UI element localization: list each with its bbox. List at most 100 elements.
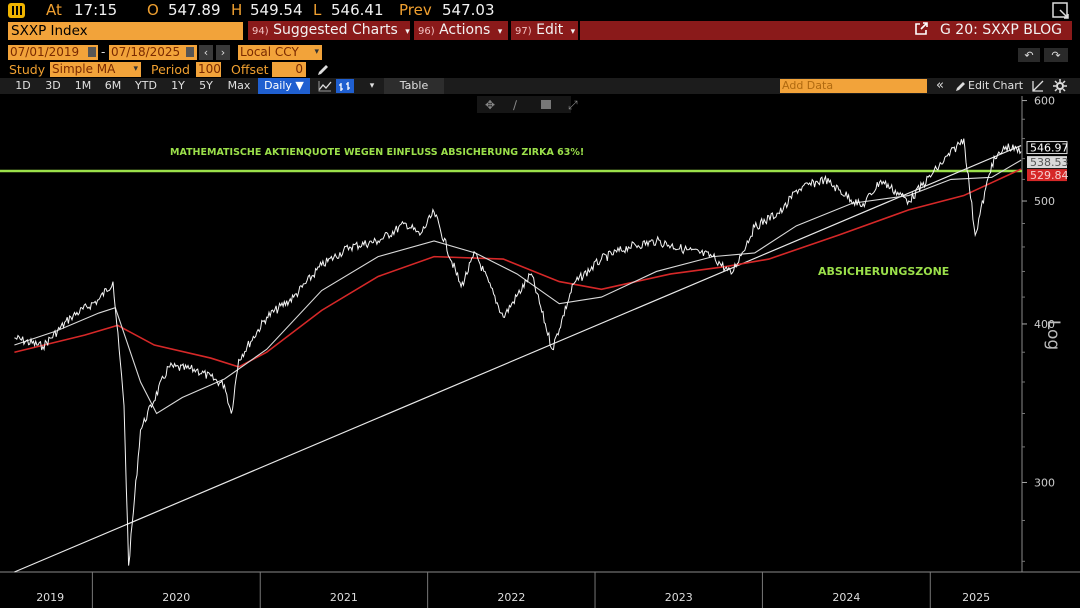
bloomberg-function-icon[interactable] xyxy=(8,3,25,18)
y-axis: 300 400 500 600 Log xyxy=(1021,95,1063,572)
x-tick-label: 2024 xyxy=(832,591,860,604)
add-data-input[interactable]: Add Data xyxy=(780,79,927,93)
ma-long-last-label: 529.84 xyxy=(1027,169,1069,182)
suggested-charts-menu[interactable]: 94) Suggested Charts ▾ xyxy=(248,21,410,40)
price-last-label-box xyxy=(1026,141,1068,155)
start-date: 07/01/2019 xyxy=(10,45,80,59)
period-3d[interactable]: 3D xyxy=(45,79,61,92)
annotate-icon[interactable] xyxy=(1032,80,1045,92)
edit-label: Edit xyxy=(536,22,564,38)
open-label: O xyxy=(147,1,159,19)
period-1y[interactable]: 1Y xyxy=(171,79,185,92)
table-button[interactable]: Table xyxy=(384,78,444,94)
x-axis: 2019 2020 2021 2022 2023 2024 2025 xyxy=(0,571,1080,608)
pencil-icon xyxy=(956,82,965,91)
x-tick-label: 2022 xyxy=(497,591,525,604)
period-max[interactable]: Max xyxy=(227,79,251,92)
prev-period-button[interactable]: ‹ xyxy=(199,45,213,60)
next-period-button[interactable]: › xyxy=(216,45,230,60)
start-date-field[interactable]: 07/01/2019 xyxy=(8,45,98,60)
threshold-annotation: MATHEMATISCHE AKTIENQUOTE WEGEN EINFLUSS… xyxy=(170,147,584,158)
edit-number: 97) xyxy=(515,26,532,37)
suggested-charts-label: Suggested Charts xyxy=(273,22,398,38)
calendar-icon[interactable] xyxy=(186,47,194,57)
blog-bar[interactable]: G 20: SXXP BLOG xyxy=(580,21,1072,40)
zone-annotation: ABSICHERUNGSZONE xyxy=(818,265,949,278)
trend-line xyxy=(14,144,1022,573)
price-line xyxy=(14,138,1022,566)
actions-number: 96) xyxy=(418,26,435,37)
collapse-left-icon[interactable]: « xyxy=(936,78,944,93)
x-tick-label: 2021 xyxy=(330,591,358,604)
end-date-field[interactable]: 07/18/2025 xyxy=(109,45,197,60)
suggested-charts-number: 94) xyxy=(252,26,269,37)
low-label: L xyxy=(313,1,322,19)
y-tick-label: 300 xyxy=(1034,476,1055,489)
crosshair-icon[interactable]: ✥ xyxy=(485,98,495,112)
y-tick-label: 500 xyxy=(1034,195,1055,208)
chart-toolbar: 1D 3D 1M 6M YTD 1Y 5Y Max Daily ▼ ▾ Tabl… xyxy=(0,78,1080,94)
period-1d[interactable]: 1D xyxy=(15,79,31,92)
x-tick-label: 2019 xyxy=(36,591,64,604)
actions-label: Actions xyxy=(439,22,491,38)
period-ytd[interactable]: YTD xyxy=(135,79,157,92)
ma-long-last-label-box xyxy=(1027,169,1067,182)
currency-select[interactable]: Local CCY ▾ xyxy=(238,45,322,60)
dropdown-arrow-icon: ▾ xyxy=(405,27,410,37)
save-icon[interactable] xyxy=(541,100,551,109)
y-tick-label: 400 xyxy=(1034,318,1055,331)
period-label: Period xyxy=(151,62,190,77)
draw-line-icon[interactable]: ∕ xyxy=(513,98,518,112)
study-select[interactable]: Simple MA ▾ xyxy=(50,62,141,77)
x-tick-label: 2023 xyxy=(665,591,693,604)
gear-icon[interactable] xyxy=(1053,79,1067,93)
frequency-select[interactable]: Daily ▼ xyxy=(258,78,310,94)
launch-icon xyxy=(914,22,928,35)
open-value: 547.89 xyxy=(168,1,221,19)
bar-chart-button[interactable] xyxy=(336,79,354,93)
security-field[interactable]: SXXP Index xyxy=(8,22,243,40)
offset-label: Offset xyxy=(231,62,269,77)
edit-chart-button[interactable]: Edit Chart xyxy=(968,79,1024,92)
ma-long-last-label-text: 529.84 xyxy=(1030,169,1069,182)
period-6m[interactable]: 6M xyxy=(104,79,122,92)
calendar-icon[interactable] xyxy=(88,47,96,57)
ma-long-line xyxy=(14,168,1022,368)
price-chart[interactable]: 300 400 500 600 Log 2019 2020 2021 2022 2023 2024… xyxy=(0,95,1080,608)
line-chart-icon[interactable] xyxy=(318,80,332,92)
dropdown-arrow-icon: ▾ xyxy=(133,64,138,74)
annotate-tool-icon[interactable]: ⤢ xyxy=(567,98,578,112)
dropdown-arrow-icon: ▾ xyxy=(314,47,319,57)
security-name: SXXP Index xyxy=(11,23,88,39)
redo-button[interactable]: ↷ xyxy=(1044,48,1068,62)
low-value: 546.41 xyxy=(331,1,384,19)
x-tick-label: 2020 xyxy=(162,591,190,604)
ma-short-last-label: 538.53 xyxy=(1027,156,1069,169)
x-tick-label: 2025 xyxy=(962,591,990,604)
study-label: Study xyxy=(9,62,46,77)
period-5y[interactable]: 5Y xyxy=(199,79,213,92)
period-1m[interactable]: 1M xyxy=(74,79,92,92)
ma-short-last-label-box xyxy=(1027,156,1067,169)
offset-value: 0 xyxy=(295,62,303,76)
dropdown-arrow-icon: ▾ xyxy=(570,27,576,37)
offset-field[interactable]: 0 xyxy=(272,62,306,77)
chart-series xyxy=(0,138,1022,573)
prev-label: Prev xyxy=(399,1,432,19)
high-value: 549.54 xyxy=(250,1,303,19)
chart-type-dropdown-icon[interactable]: ▾ xyxy=(369,81,375,91)
undo-button[interactable]: ↶ xyxy=(1018,48,1040,62)
end-date: 07/18/2025 xyxy=(111,45,181,59)
prev-value: 547.03 xyxy=(442,1,495,19)
chart-draw-tools: ✥ ∕ ⤢ xyxy=(477,96,578,113)
period-field[interactable]: 100 xyxy=(196,62,221,77)
command-bar: SXXP Index 94) Suggested Charts ▾ 96) Ac… xyxy=(0,21,1080,41)
range-dash: - xyxy=(101,45,106,59)
ohlc-bars-icon xyxy=(339,82,350,91)
actions-menu[interactable]: 96) Actions ▾ xyxy=(414,21,508,40)
currency-value: Local CCY xyxy=(240,45,299,59)
export-window-icon[interactable] xyxy=(1052,2,1070,19)
edit-menu[interactable]: 97) Edit ▾ xyxy=(511,21,578,40)
pencil-icon[interactable] xyxy=(316,63,330,77)
